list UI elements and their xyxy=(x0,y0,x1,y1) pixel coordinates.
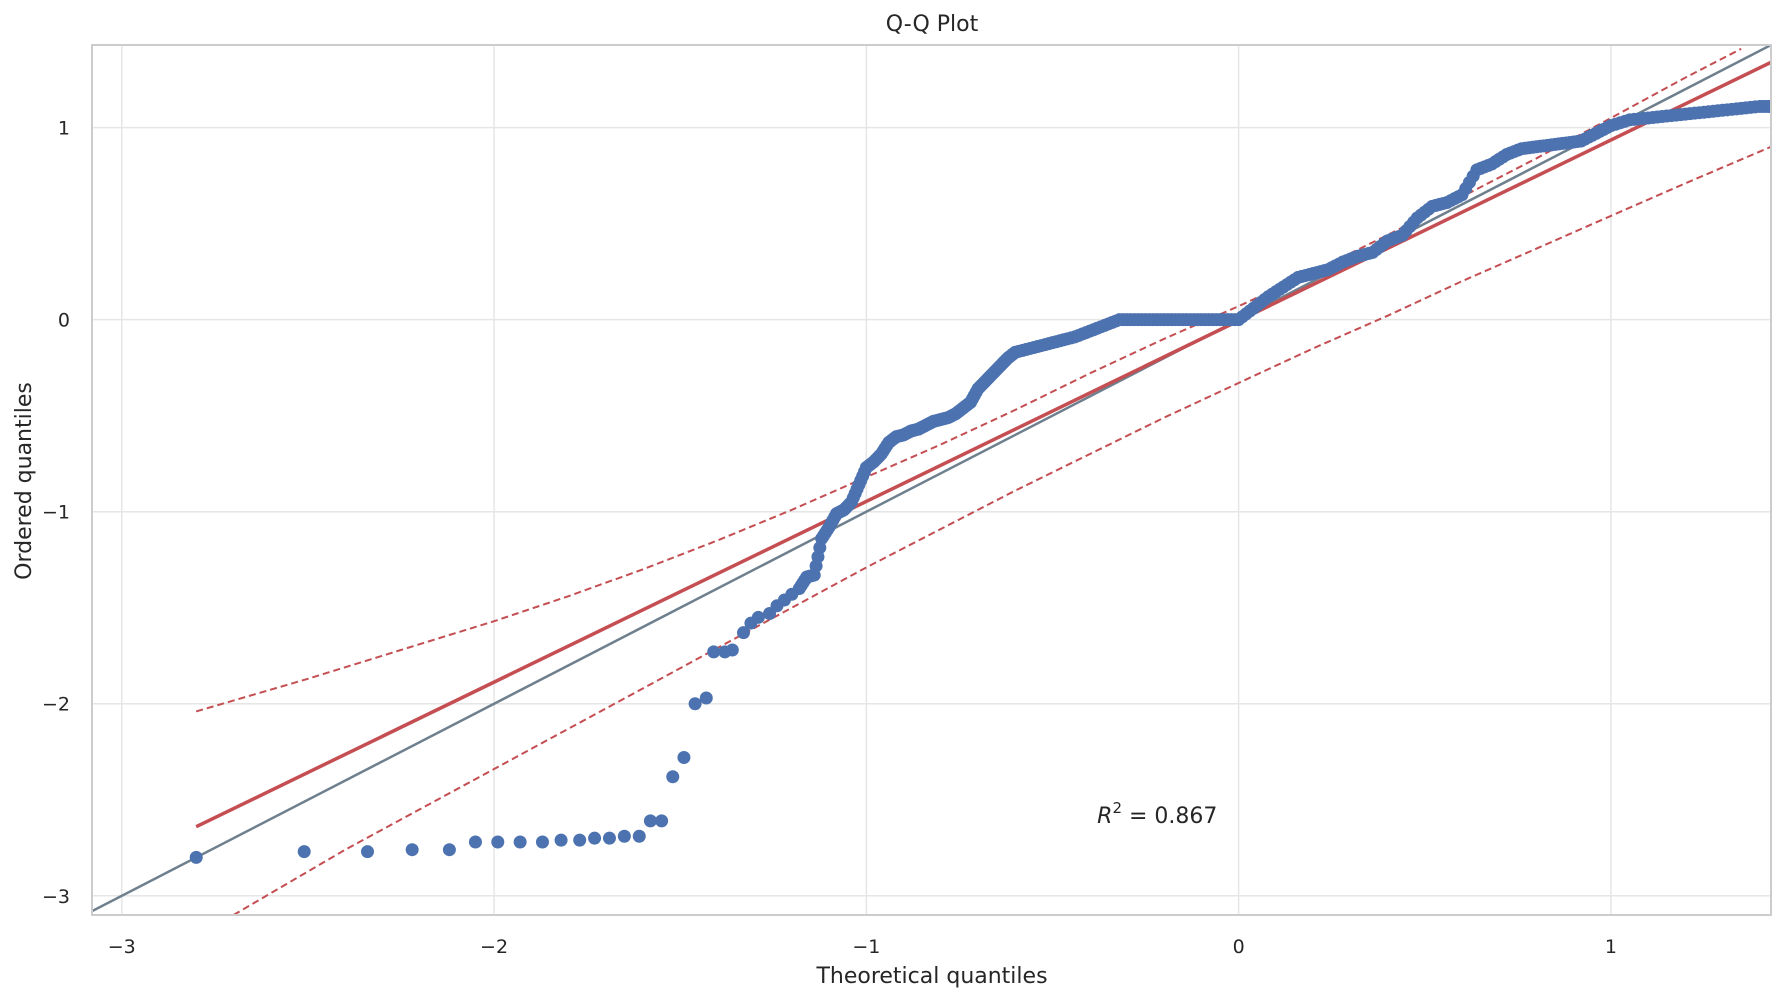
data-point-16 xyxy=(655,814,669,828)
x-tick-label-3: 0 xyxy=(1233,936,1245,958)
data-point-19 xyxy=(688,697,702,711)
data-point-8 xyxy=(535,835,549,849)
data-point-6 xyxy=(491,835,505,849)
data-point-10 xyxy=(573,833,587,847)
r-squared-value: = 0.867 xyxy=(1122,804,1217,829)
data-point-26 xyxy=(751,610,765,624)
data-point-24 xyxy=(736,626,750,640)
data-point-3 xyxy=(405,843,419,857)
x-tick-label-2: −1 xyxy=(852,936,880,958)
data-point-0 xyxy=(189,850,203,864)
x-tick-label-1: −2 xyxy=(480,936,508,958)
plot-frame xyxy=(91,44,1772,916)
chart-title: Q-Q Plot xyxy=(886,12,979,37)
data-point-4 xyxy=(442,843,456,857)
data-point-21 xyxy=(707,645,721,659)
x-tick-label-4: 1 xyxy=(1605,936,1617,958)
x-axis-label: Theoretical quantiles xyxy=(815,964,1047,989)
data-point-17 xyxy=(666,770,680,784)
reference-line-group xyxy=(92,45,1771,913)
data-point-7 xyxy=(513,835,527,849)
confidence-band xyxy=(195,47,1771,915)
data-point-13 xyxy=(617,829,631,843)
data-point-1 xyxy=(297,845,311,859)
y-axis-label: Ordered quantiles xyxy=(12,382,37,580)
data-point-14 xyxy=(632,829,646,843)
data-point-15 xyxy=(643,814,657,828)
x-tick-labels: −3 −2 −1 0 1 xyxy=(108,936,1617,958)
y-tick-labels: −3 −2 −1 0 1 xyxy=(42,118,70,908)
data-point-23 xyxy=(725,643,739,657)
y-tick-label-4: 1 xyxy=(58,118,70,140)
data-point-11 xyxy=(588,831,602,845)
y-tick-label-3: 0 xyxy=(58,310,70,332)
data-point-12 xyxy=(602,831,616,845)
grid xyxy=(92,45,1771,915)
r-squared-annotation: R2 = 0.867 xyxy=(1097,799,1217,829)
y-tick-label-1: −2 xyxy=(42,694,70,716)
fit-line-group xyxy=(195,60,1771,829)
data-point-2 xyxy=(360,845,374,859)
data-point-9 xyxy=(554,833,568,847)
x-tick-label-0: −3 xyxy=(108,936,136,958)
confidence-upper-line xyxy=(195,47,1742,713)
data-points xyxy=(189,99,1771,864)
confidence-lower-line xyxy=(232,145,1771,915)
y-tick-label-2: −1 xyxy=(42,502,70,524)
data-point-109 xyxy=(1764,99,1771,113)
data-point-20 xyxy=(699,691,713,705)
data-point-18 xyxy=(677,751,691,765)
r-squared-superscript: 2 xyxy=(1112,799,1122,817)
y-tick-label-0: −3 xyxy=(42,886,70,908)
fit-line xyxy=(195,60,1771,829)
reference-line xyxy=(92,45,1771,913)
r-squared-symbol: R xyxy=(1097,804,1112,829)
data-point-5 xyxy=(468,835,482,849)
